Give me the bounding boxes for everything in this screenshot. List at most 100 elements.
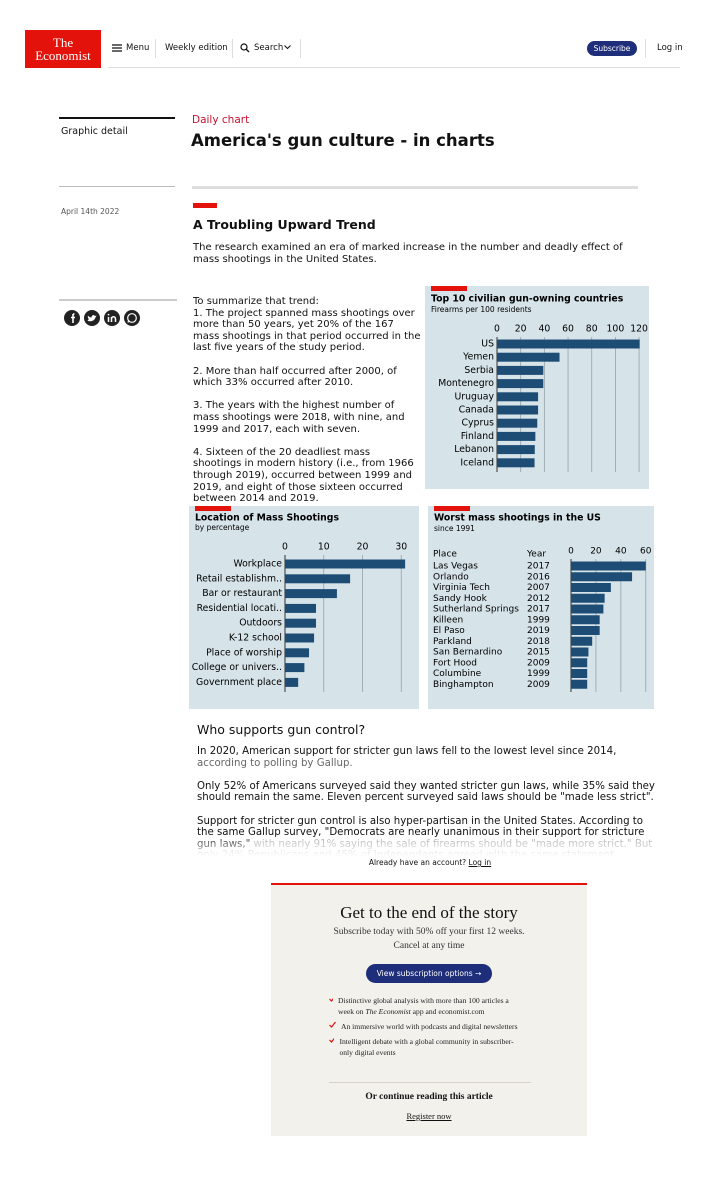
- bar: [497, 445, 535, 455]
- category-label: K-12 school: [229, 633, 282, 644]
- chart-title: Top 10 civilian gun-owning countries: [431, 294, 624, 305]
- benefit-part: The Economist: [365, 1007, 411, 1016]
- menu-icon: [112, 44, 122, 52]
- separator: [155, 39, 156, 58]
- search-link[interactable]: Search: [254, 43, 284, 53]
- bar: [285, 603, 316, 613]
- publish-date: April 14th 2022: [61, 207, 120, 216]
- benefit-part: Distinctive global analysis with more th…: [337, 996, 509, 1016]
- bar: [497, 365, 544, 375]
- year-label: 2017: [527, 562, 550, 572]
- gallup-link[interactable]: according to polling by Gallup.: [197, 757, 353, 769]
- article-body: In 2020, American support for stricter g…: [197, 746, 657, 857]
- charts: Top 10 civilian gun-owning countriesFire…: [189, 286, 654, 709]
- subscription-button[interactable]: View subscription options →: [366, 964, 492, 983]
- share-whatsapp[interactable]: [124, 310, 140, 326]
- category-label: El Paso: [433, 626, 465, 636]
- share-facebook[interactable]: [64, 310, 80, 326]
- logo[interactable]: The Economist: [25, 30, 101, 68]
- separator: [300, 39, 301, 58]
- bar: [497, 352, 560, 362]
- bar: [497, 392, 539, 402]
- x-tick-label: 20: [357, 542, 369, 553]
- summary-item: 1. The project spanned mass shootings ov…: [193, 307, 421, 354]
- year-label: 2009: [527, 658, 550, 668]
- chart-title: Worst mass shootings in the US: [434, 513, 601, 524]
- paragraph: Only 52% of Americans surveyed said they…: [197, 780, 655, 804]
- category-label: US: [481, 339, 494, 350]
- share-linkedin[interactable]: [104, 310, 120, 326]
- login-link[interactable]: Log in: [657, 43, 683, 53]
- category-label: Binghampton: [433, 680, 494, 690]
- year-label: 1999: [527, 615, 550, 625]
- x-tick-label: 10: [318, 542, 330, 553]
- subhead: Who supports gun control?: [197, 722, 366, 737]
- section-link[interactable]: Graphic detail: [61, 126, 128, 137]
- weekly-edition-link[interactable]: Weekly edition: [165, 43, 228, 53]
- bar: [497, 339, 640, 349]
- category-label: Parkland: [433, 637, 472, 647]
- chart-tab: [195, 506, 231, 511]
- chart-background: [428, 506, 654, 709]
- chart-tab: [431, 286, 467, 291]
- category-label: Residential locati..: [197, 603, 282, 614]
- benefit-text: An immersive world with podcasts and dig…: [341, 1022, 518, 1031]
- category-label: Canada: [459, 405, 494, 416]
- year-label: 2019: [527, 626, 550, 636]
- x-tick-label: 80: [586, 324, 598, 335]
- benefit-text: Distinctive global analysis with more th…: [338, 995, 519, 1017]
- chart-tab: [434, 506, 470, 511]
- separator: [645, 39, 646, 58]
- paywall-title: Get to the end of the story: [340, 903, 518, 922]
- subscribe-button[interactable]: Subscribe: [587, 41, 637, 56]
- register-link[interactable]: Register now: [406, 1111, 452, 1121]
- sidebar-rule: [59, 117, 175, 119]
- bar: [497, 379, 544, 389]
- x-tick-label: 20: [590, 547, 602, 557]
- x-tick-label: 100: [607, 324, 625, 335]
- account-text: Already have an account?: [368, 858, 467, 867]
- bar: [285, 677, 299, 687]
- x-tick-label: 30: [395, 542, 407, 553]
- benefit: An immersive world with podcasts and dig…: [329, 1021, 519, 1032]
- paywall-login[interactable]: Log in: [468, 858, 492, 867]
- x-tick-label: 60: [640, 547, 652, 557]
- bar: [571, 615, 600, 625]
- bar: [571, 572, 633, 582]
- bar: [285, 574, 351, 584]
- intro: The research examined an era of marked i…: [193, 242, 623, 265]
- benefit: Intelligent debate with a global communi…: [329, 1036, 519, 1058]
- year-label: 2007: [527, 583, 550, 593]
- bar: [571, 583, 611, 592]
- benefit-part: app and economist.com: [410, 1007, 485, 1016]
- paywall: Get to the end of the story Subscribe to…: [271, 883, 587, 1136]
- x-tick-label: 0: [568, 547, 574, 557]
- category-label: Retail establishm..: [196, 573, 282, 584]
- chart-subtitle: Firearms per 100 residents: [431, 305, 532, 314]
- share-icons: [64, 310, 140, 326]
- header-rule: [108, 67, 680, 68]
- category-label: Bar or restaurant: [202, 588, 282, 599]
- year-label: 1999: [527, 669, 550, 679]
- year-label: 2017: [527, 605, 550, 615]
- continue-text: Or continue reading this article: [365, 1092, 493, 1102]
- separator: [232, 39, 233, 58]
- chart-subtitle: by percentage: [195, 523, 250, 532]
- category-label: Columbine: [433, 669, 482, 679]
- category-label: Workplace: [233, 559, 282, 570]
- account-line: Already have an account? Log in: [0, 858, 710, 867]
- category-label: Las Vegas: [433, 562, 478, 572]
- chart-title: Location of Mass Shootings: [195, 513, 339, 524]
- share-twitter[interactable]: [84, 310, 100, 326]
- category-label: Serbia: [464, 365, 494, 376]
- menu-link[interactable]: Menu: [126, 43, 150, 53]
- check: [329, 1037, 335, 1043]
- bar: [571, 561, 646, 571]
- bar: [571, 669, 588, 678]
- bar: [571, 636, 593, 646]
- category-label: Outdoors: [239, 618, 282, 629]
- bar: [497, 418, 538, 428]
- column-header: Year: [526, 550, 546, 560]
- check: [329, 1021, 336, 1028]
- category-label: Montenegro: [438, 378, 494, 389]
